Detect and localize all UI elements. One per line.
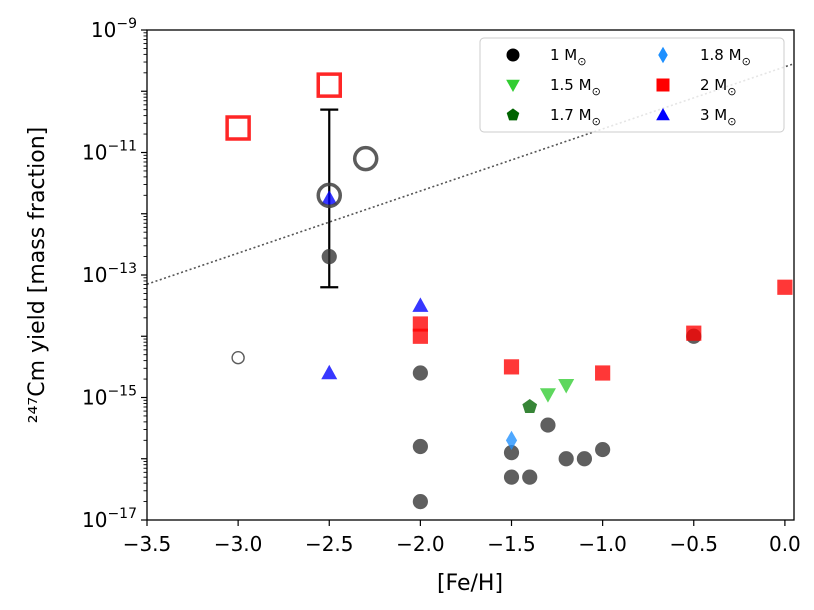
legend-label: 1 M⊙ xyxy=(550,46,586,68)
data-point-circle xyxy=(412,365,428,381)
y-tick-label: 10−11 xyxy=(82,139,137,165)
data-point-triangle-down xyxy=(539,388,556,403)
legend-label: 2 M⊙ xyxy=(700,76,736,98)
x-tick-label: −3.0 xyxy=(214,532,263,556)
x-tick-label: −3.5 xyxy=(123,532,172,556)
y-tick-label: 10−9 xyxy=(91,16,137,42)
data-point-triangle-up xyxy=(412,297,429,312)
open-marker-square xyxy=(225,115,251,141)
y-tick-label: 10−13 xyxy=(82,261,137,287)
x-tick-label: −2.0 xyxy=(396,532,445,556)
x-tick-label: −1.0 xyxy=(578,532,627,556)
open-marker-circle xyxy=(231,350,245,365)
legend-marker-pentagon xyxy=(506,108,520,121)
legend-marker-circle xyxy=(506,48,520,62)
data-point-circle xyxy=(503,469,520,485)
x-tick-label: −0.5 xyxy=(669,532,718,556)
x-tick-label: −2.5 xyxy=(305,532,354,556)
legend-label: 1.8 M⊙ xyxy=(700,46,751,68)
data-point-circle xyxy=(540,417,556,433)
data-point-circle xyxy=(522,469,538,485)
data-point-square xyxy=(595,365,611,381)
data-point-circle xyxy=(595,441,611,458)
open-marker-square xyxy=(316,72,343,98)
data-point-circle xyxy=(558,451,574,467)
data-point-diamond xyxy=(505,430,518,450)
data-point-triangle-up xyxy=(321,190,338,205)
data-point-circle xyxy=(412,494,428,510)
legend-marker-triangle-down xyxy=(506,79,520,93)
x-tick-label: −1.5 xyxy=(487,532,536,556)
data-point-pentagon xyxy=(522,398,538,413)
data-point-square xyxy=(412,328,428,344)
legend-label: 1.5 M⊙ xyxy=(550,76,601,98)
data-point-square xyxy=(686,325,702,341)
legend-marker-square xyxy=(656,78,670,92)
legend-box xyxy=(479,37,785,133)
open-marker-circle xyxy=(352,145,379,172)
legend-marker-diamond xyxy=(658,46,668,64)
trend-line xyxy=(147,62,794,285)
legend-label: 1.7 M⊙ xyxy=(550,106,601,128)
data-point-circle xyxy=(576,451,593,467)
open-marker-circle xyxy=(316,182,343,209)
legend-label: 3 M⊙ xyxy=(700,106,736,128)
data-point-triangle-down xyxy=(558,379,575,394)
x-axis-label: [Fe/H] xyxy=(437,571,503,596)
y-tick-label: 10−17 xyxy=(82,506,137,532)
legend-marker-triangle-up xyxy=(656,107,670,121)
data-point-circle xyxy=(412,438,428,455)
data-point-square xyxy=(777,279,793,295)
y-axis-label: ²⁴⁷Cm yield [mass fraction] xyxy=(25,127,50,423)
x-tick-label: 0.0 xyxy=(769,532,801,556)
data-point-triangle-up xyxy=(321,364,338,380)
data-point-square xyxy=(503,359,520,375)
y-tick-label: 10−15 xyxy=(82,384,137,410)
data-point-circle xyxy=(321,249,337,265)
